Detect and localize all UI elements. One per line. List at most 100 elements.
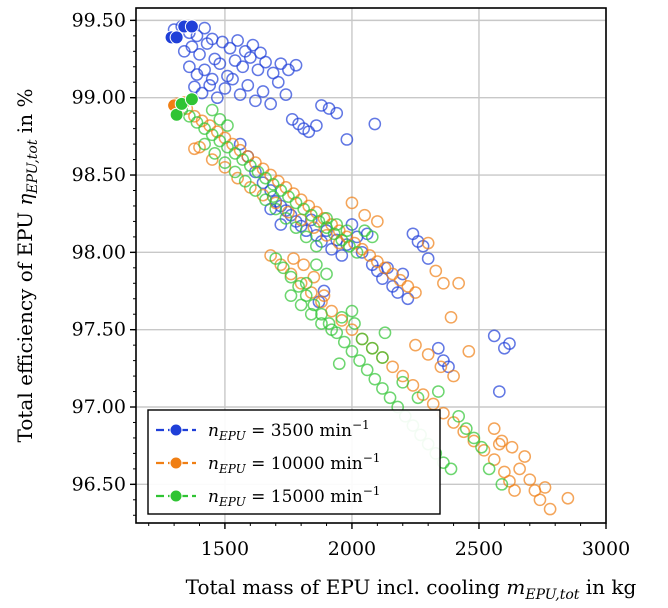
legend-marker xyxy=(170,490,182,502)
x-tick-label: 3000 xyxy=(582,538,630,560)
data-point xyxy=(354,355,365,366)
data-point xyxy=(235,89,246,100)
data-point xyxy=(222,120,233,131)
data-point xyxy=(410,287,421,298)
data-point xyxy=(445,312,456,323)
data-point xyxy=(453,278,464,289)
highlight-point xyxy=(185,20,198,33)
data-point xyxy=(214,114,225,125)
data-point xyxy=(428,398,439,409)
data-point xyxy=(359,210,370,221)
data-point xyxy=(311,120,322,131)
x-axis-label: Total mass of EPU incl. cooling mEPU,tot… xyxy=(186,575,637,603)
y-tick-label: 99.00 xyxy=(72,87,126,109)
data-point xyxy=(433,343,444,354)
data-point xyxy=(519,451,530,462)
data-point xyxy=(387,361,398,372)
data-point xyxy=(298,259,309,270)
data-point xyxy=(242,80,253,91)
data-point xyxy=(311,259,322,270)
data-point xyxy=(494,439,505,450)
y-axis-label: Total efficiency of EPU ηEPU,tot in % xyxy=(13,89,41,443)
legend-marker xyxy=(170,457,182,469)
y-tick-label: 98.00 xyxy=(72,241,126,263)
data-point xyxy=(334,358,345,369)
data-point xyxy=(278,262,289,273)
data-point xyxy=(369,374,380,385)
data-point xyxy=(484,463,495,474)
data-point xyxy=(379,327,390,338)
data-point xyxy=(476,442,487,453)
legend-marker xyxy=(170,424,182,436)
data-point xyxy=(463,346,474,357)
data-point xyxy=(280,89,291,100)
data-point xyxy=(545,503,556,514)
data-point xyxy=(448,370,459,381)
data-point xyxy=(194,49,205,60)
data-point xyxy=(377,352,388,363)
data-point xyxy=(539,482,550,493)
x-tick-label: 2000 xyxy=(328,538,376,560)
data-point xyxy=(410,340,421,351)
data-point xyxy=(336,250,347,261)
y-tick-label: 97.00 xyxy=(72,396,126,418)
data-point xyxy=(407,228,418,239)
data-point xyxy=(534,494,545,505)
data-point xyxy=(379,262,390,273)
y-tick-label: 96.50 xyxy=(72,473,126,495)
data-point xyxy=(273,77,284,88)
data-point xyxy=(189,81,200,92)
series-group xyxy=(165,20,515,397)
data-point xyxy=(461,423,472,434)
data-point xyxy=(433,386,444,397)
data-point xyxy=(339,336,350,347)
data-point xyxy=(321,268,332,279)
data-point xyxy=(207,104,218,115)
data-point xyxy=(308,271,319,282)
data-point xyxy=(509,485,520,496)
data-point xyxy=(506,442,517,453)
data-point xyxy=(237,61,248,72)
data-point xyxy=(250,95,261,106)
y-tick-label: 98.50 xyxy=(72,164,126,186)
y-tick-label: 97.50 xyxy=(72,319,126,341)
data-point xyxy=(260,57,271,68)
data-point xyxy=(275,58,286,69)
data-point xyxy=(423,349,434,360)
data-point xyxy=(199,23,210,34)
data-point xyxy=(357,333,368,344)
x-tick-label: 1500 xyxy=(201,538,249,560)
data-point xyxy=(288,253,299,264)
data-point xyxy=(377,383,388,394)
data-point xyxy=(296,299,307,310)
data-point xyxy=(489,423,500,434)
data-point xyxy=(494,386,505,397)
data-point xyxy=(514,463,525,474)
data-point xyxy=(430,265,441,276)
data-point xyxy=(402,293,413,304)
data-point xyxy=(423,253,434,264)
data-point xyxy=(285,290,296,301)
data-point xyxy=(341,134,352,145)
data-point xyxy=(496,435,507,446)
data-point xyxy=(402,281,413,292)
data-point xyxy=(458,426,469,437)
data-point xyxy=(445,463,456,474)
highlight-point xyxy=(185,93,198,106)
data-point xyxy=(362,364,373,375)
data-point xyxy=(293,281,304,292)
data-point xyxy=(384,392,395,403)
y-tick-label: 99.50 xyxy=(72,9,126,31)
legend: nEPU = 3500 min−1nEPU = 10000 min−1nEPU … xyxy=(148,410,440,514)
data-point xyxy=(562,493,573,504)
data-point xyxy=(359,225,370,236)
data-point xyxy=(367,343,378,354)
data-point xyxy=(265,98,276,109)
data-point xyxy=(369,118,380,129)
data-point xyxy=(489,330,500,341)
data-point xyxy=(232,35,243,46)
data-point xyxy=(524,474,535,485)
x-tick-label: 2500 xyxy=(455,538,503,560)
data-point xyxy=(316,100,327,111)
